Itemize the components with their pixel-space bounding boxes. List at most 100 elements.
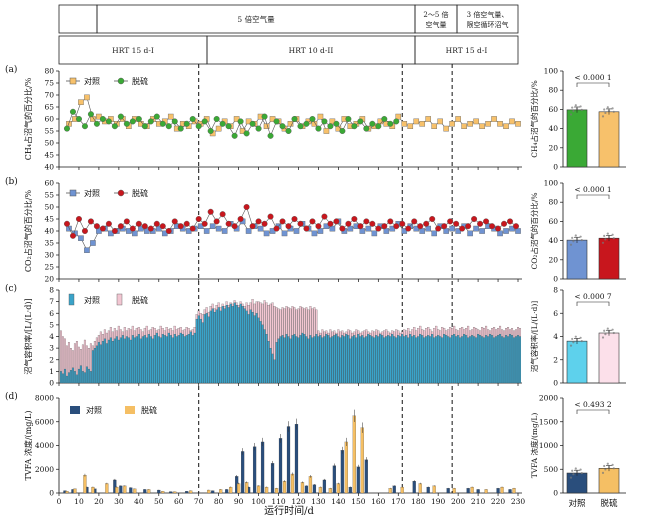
significance-bracket (576, 194, 610, 199)
data-bar (241, 306, 244, 384)
data-bar (359, 336, 362, 384)
data-point (189, 115, 196, 122)
data-bar (328, 488, 333, 494)
y-tick-label: 55 (44, 127, 54, 136)
data-point (317, 113, 324, 120)
data-point (357, 118, 364, 125)
data-bar (211, 308, 214, 384)
data-point (339, 127, 346, 134)
data-bar (289, 338, 292, 384)
data-point (449, 120, 455, 127)
data-point (273, 225, 280, 232)
y-tick-label: 8 (49, 286, 54, 295)
x-tick-label: 210 (471, 497, 486, 506)
data-point (69, 108, 76, 115)
data-bar (91, 350, 94, 384)
panel-label: (c) (5, 283, 17, 294)
data-point (443, 125, 449, 132)
data-point (63, 125, 70, 132)
data-point (501, 220, 508, 227)
data-bar (278, 438, 283, 494)
data-point (255, 125, 262, 132)
data-bar (373, 337, 376, 384)
data-bar (418, 483, 422, 494)
header-label: HRT 15 d-I (112, 46, 154, 55)
data-bar (123, 338, 126, 384)
summary-bar (598, 332, 620, 384)
sample-dot (571, 469, 574, 472)
data-point (183, 220, 190, 227)
data-point (497, 120, 503, 127)
data-bar (356, 466, 360, 494)
data-point (467, 230, 473, 237)
data-bar (399, 336, 402, 384)
data-bar (95, 345, 98, 384)
data-bar (509, 334, 512, 384)
data-bar (513, 337, 516, 384)
y-tick-label: 80 (44, 67, 54, 76)
data-point (297, 220, 304, 227)
data-bar (252, 446, 257, 494)
data-bar (308, 476, 313, 494)
data-bar (325, 334, 328, 384)
x-tick-label: 20 (94, 497, 104, 506)
data-bar (339, 337, 342, 384)
y-axis-title: CH₄占沼气的百分比/% (529, 80, 539, 157)
sample-dot (572, 473, 575, 476)
data-point (315, 223, 322, 230)
data-point (213, 115, 220, 122)
data-bar (389, 336, 392, 384)
data-point (453, 220, 460, 227)
data-bar (163, 335, 166, 384)
data-bar (229, 486, 233, 494)
legend-label: 对照 (84, 188, 100, 198)
data-bar (77, 368, 80, 384)
data-point (327, 220, 334, 227)
data-bar (485, 335, 488, 384)
data-bar (305, 336, 308, 384)
panel-c: 0 1 2 3 4 5 6 7 8 沼气容积率/[L/(L·d)] (c) 对照 脱硫 (5, 283, 522, 388)
data-bar (291, 335, 294, 384)
data-point (515, 120, 521, 127)
y-axis-title: TVFA 浓度/(mg/L) (529, 413, 539, 479)
data-point (285, 223, 292, 230)
series-line (66, 206, 517, 237)
data-bar (133, 488, 137, 494)
y-tick-label: 60 (548, 105, 558, 114)
data-point (489, 223, 496, 230)
data-bar (143, 335, 146, 384)
data-bar (270, 463, 275, 494)
data-bar (313, 336, 316, 384)
y-tick-label: 5 (49, 320, 54, 329)
data-point (351, 215, 358, 222)
data-bar (317, 336, 320, 384)
data-bar (493, 337, 496, 384)
y-tick-label: 4 (553, 332, 558, 341)
data-bar (347, 335, 350, 384)
y-axis-title: 沼气容积率/[L/(L·d)] (23, 298, 33, 374)
sample-dot (571, 106, 574, 109)
y-tick-label: 500 (544, 465, 559, 474)
data-point (381, 223, 388, 230)
data-point (357, 223, 364, 230)
y-tick-label: 45 (44, 151, 54, 160)
sample-dot (569, 243, 573, 246)
sample-dot (611, 107, 614, 110)
data-point (117, 223, 124, 230)
data-point (129, 225, 136, 232)
data-bar (131, 335, 134, 384)
data-bar (195, 318, 198, 384)
x-tick-label: 140 (331, 497, 346, 506)
data-point (387, 218, 394, 225)
y-tick-label: 75 (44, 79, 54, 88)
data-bar (257, 317, 260, 384)
data-point (141, 223, 148, 230)
data-point (249, 223, 256, 230)
x-axis-title: 运行时间/d (264, 504, 314, 517)
data-point (213, 218, 220, 225)
data-bar (121, 335, 124, 384)
data-bar (364, 459, 368, 494)
data-point (78, 99, 84, 105)
header-label: 限空循环沼气 (467, 20, 509, 29)
data-bar (470, 486, 474, 494)
